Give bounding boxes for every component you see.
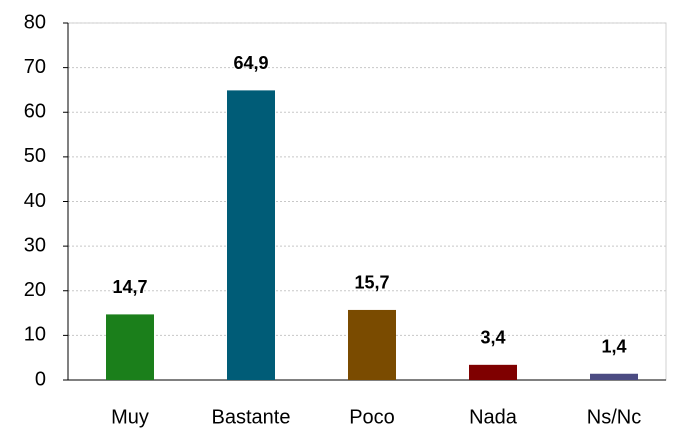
bar: [348, 309, 396, 380]
y-tick-label: 70: [24, 56, 46, 78]
value-label: 14,7: [112, 277, 147, 297]
bar: [469, 364, 517, 380]
y-tick-label: 60: [24, 101, 46, 123]
x-tick-label: Muy: [111, 406, 149, 428]
y-tick-label: 10: [24, 324, 46, 346]
y-tick-label: 50: [24, 145, 46, 167]
x-tick-label: Poco: [349, 406, 395, 428]
y-tick-label: 0: [35, 368, 46, 390]
bar: [227, 90, 275, 380]
value-label: 1,4: [601, 337, 626, 357]
bar: [106, 314, 154, 380]
x-tick-label: Bastante: [212, 406, 291, 428]
y-tick-label: 20: [24, 279, 46, 301]
value-label: 15,7: [354, 273, 389, 293]
bar: [590, 373, 638, 380]
y-tick-label: 80: [24, 11, 46, 33]
value-label: 3,4: [480, 328, 505, 348]
y-tick-label: 30: [24, 234, 46, 256]
value-label: 64,9: [233, 53, 268, 73]
x-tick-label: Nada: [469, 406, 518, 428]
x-tick-label: Ns/Nc: [587, 406, 641, 428]
y-tick-label: 40: [24, 190, 46, 212]
